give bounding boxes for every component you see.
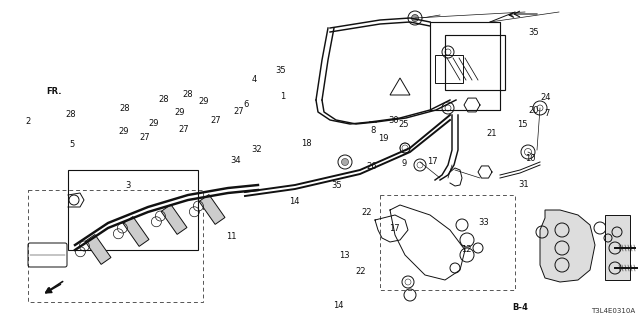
Text: 14: 14 [289, 197, 300, 206]
Text: 17: 17 [428, 157, 438, 166]
Text: 28: 28 [159, 95, 170, 104]
Text: 9: 9 [402, 159, 407, 168]
Text: 12: 12 [461, 245, 471, 254]
Polygon shape [85, 235, 111, 264]
Text: 35: 35 [275, 66, 286, 75]
Text: 7: 7 [544, 109, 549, 118]
Text: 28: 28 [182, 90, 193, 99]
Text: 28: 28 [65, 110, 76, 119]
Circle shape [412, 14, 419, 21]
Text: 4: 4 [252, 75, 257, 84]
Text: 22: 22 [362, 208, 372, 217]
Polygon shape [540, 210, 595, 282]
Text: 6: 6 [243, 100, 248, 108]
Text: 18: 18 [301, 139, 312, 148]
Text: 32: 32 [251, 145, 262, 154]
Text: 30: 30 [388, 116, 399, 124]
Text: 13: 13 [339, 252, 350, 260]
Text: 27: 27 [210, 116, 221, 124]
Text: 31: 31 [518, 180, 529, 188]
Text: 27: 27 [178, 125, 189, 134]
Text: 29: 29 [148, 119, 159, 128]
Text: 26: 26 [366, 162, 377, 171]
Text: T3L4E0310A: T3L4E0310A [591, 308, 635, 314]
Text: 29: 29 [118, 127, 129, 136]
Text: 3: 3 [125, 181, 131, 190]
Text: B-4: B-4 [512, 303, 528, 312]
Text: 28: 28 [119, 104, 130, 113]
Text: 11: 11 [227, 232, 237, 241]
Text: 20: 20 [529, 106, 539, 115]
Text: 34: 34 [230, 156, 241, 164]
Text: 2: 2 [26, 117, 31, 126]
Text: 27: 27 [234, 107, 244, 116]
Text: 27: 27 [140, 133, 150, 142]
Text: 24: 24 [541, 93, 551, 102]
Polygon shape [161, 204, 187, 234]
Text: 8: 8 [370, 126, 375, 135]
Text: 1: 1 [280, 92, 285, 100]
Text: 35: 35 [332, 181, 342, 190]
Text: 33: 33 [479, 218, 490, 227]
Text: FR.: FR. [46, 87, 61, 96]
Text: 21: 21 [486, 129, 497, 138]
Text: 17: 17 [389, 224, 400, 233]
Text: 29: 29 [198, 97, 209, 106]
Text: 15: 15 [517, 120, 527, 129]
Text: 22: 22 [355, 268, 365, 276]
Polygon shape [123, 217, 149, 246]
FancyBboxPatch shape [605, 215, 630, 280]
Text: 35: 35 [529, 28, 540, 36]
Text: 19: 19 [378, 134, 388, 143]
Polygon shape [199, 195, 225, 224]
Text: 25: 25 [398, 120, 408, 129]
Text: 14: 14 [333, 301, 343, 310]
Circle shape [342, 158, 349, 165]
Text: 10: 10 [525, 154, 535, 163]
Text: 29: 29 [174, 108, 184, 116]
Text: 5: 5 [69, 140, 74, 149]
